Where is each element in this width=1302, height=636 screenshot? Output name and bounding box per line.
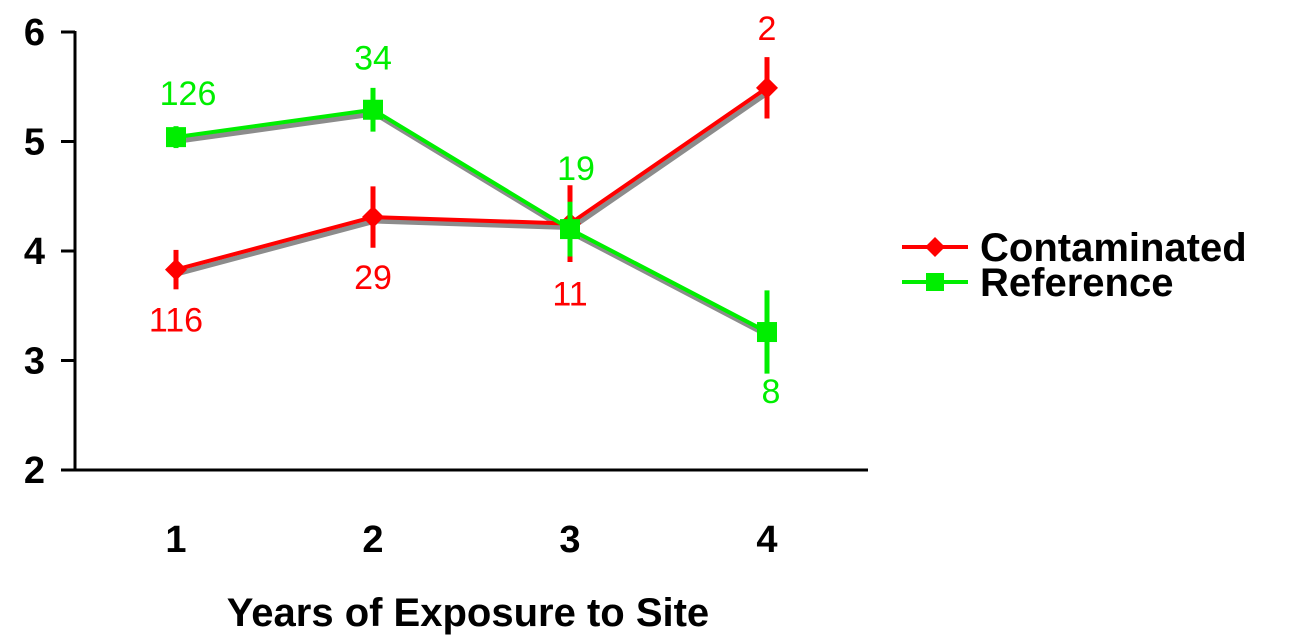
data-point-diamond (362, 206, 384, 229)
x-tick-label: 2 (362, 519, 383, 561)
data-label-n: 2 (758, 10, 777, 48)
series-group (165, 57, 778, 374)
data-label-n: 116 (149, 302, 203, 340)
data-label-n: 29 (354, 259, 392, 297)
data-label-n: 11 (552, 276, 587, 314)
data-labels: 116 29 11 2 126 34 19 8 (149, 10, 781, 411)
series-line-shadow (177, 89, 771, 277)
legend-label: Reference (980, 261, 1173, 305)
data-point-square (560, 219, 580, 240)
legend-marker-diamond (925, 237, 945, 257)
y-tick-label: 4 (24, 231, 45, 273)
y-tick-label: 6 (24, 12, 45, 54)
legend-item-contaminated: Contaminated (902, 226, 1247, 270)
series-line (175, 86, 769, 272)
data-point-square (363, 99, 383, 120)
legend-label: Contaminated (980, 226, 1247, 270)
data-point-diamond (165, 258, 187, 281)
data-label-n: 126 (160, 75, 217, 113)
x-tick-label: 1 (165, 519, 186, 561)
legend-marker-square (926, 273, 944, 291)
legend-item-reference: Reference (902, 261, 1173, 305)
data-label-n: 34 (354, 40, 392, 78)
data-point-diamond (756, 76, 778, 99)
x-axis-title: Years of Exposure to Site (227, 591, 709, 635)
data-label-n: 19 (557, 150, 595, 188)
y-tick-label: 3 (24, 341, 45, 383)
series-line-shadow (177, 111, 771, 339)
series-line (175, 107, 768, 334)
series-reference (166, 87, 777, 374)
data-point-square (166, 127, 186, 148)
data-point-square (757, 322, 777, 343)
x-tick-label: 3 (559, 519, 580, 561)
data-label-n: 8 (762, 373, 781, 411)
x-tick-label: 4 (756, 519, 777, 561)
y-tick-label: 5 (24, 122, 45, 164)
y-tick-label: 2 (24, 450, 45, 492)
